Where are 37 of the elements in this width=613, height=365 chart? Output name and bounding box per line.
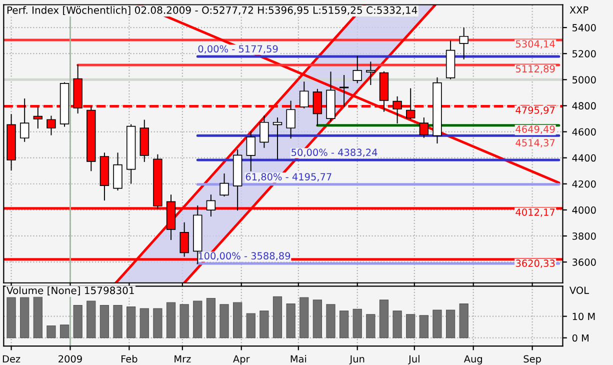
y-axis-title: VOL	[570, 286, 589, 294]
y-tick-label: 0 M	[572, 334, 588, 342]
annotation: 5112,89	[516, 65, 555, 74]
x-tick-label: 2009	[58, 355, 82, 363]
y-tick-label: 4000	[572, 206, 596, 214]
y-tick-label: 10 M	[572, 312, 595, 320]
x-tick-label: Feb	[122, 355, 138, 363]
annotation: 61,80% - 4195,77	[246, 173, 332, 182]
chart-title: Perf. Index [Wöchentlich] 02.08.2009 - O:5277,72 H:5396,95 L:5159,25 C:5332,14	[7, 6, 418, 16]
y-tick-label: 4400	[572, 154, 596, 162]
annotation: 4649,49	[516, 125, 555, 134]
x-tick-label: Mrz	[174, 355, 191, 362]
x-tick-label: Dez	[2, 355, 20, 363]
x-tick-label: Sep	[524, 355, 541, 364]
y-tick-label: 5200	[572, 50, 596, 58]
y-tick-label: 3800	[572, 232, 596, 240]
y-tick-label: 3600	[572, 258, 596, 266]
ref-line-label: 5304,14	[516, 40, 555, 49]
y-tick-label: 5400	[572, 24, 596, 32]
y-axis-title: XXP	[570, 6, 588, 14]
x-tick-label: Apr	[233, 355, 250, 364]
chart-title: Volume [None] 15798301	[6, 286, 134, 296]
annotation: 100,00% - 3588,89	[198, 252, 290, 261]
x-tick-label: Jul	[408, 355, 420, 364]
x-tick-label: Jun	[349, 355, 364, 364]
y-tick-label: 4600	[572, 128, 596, 136]
annotation: 50,00% - 4383,24	[292, 148, 378, 158]
y-tick-label: 4800	[572, 102, 596, 110]
x-tick-label: Mai	[290, 355, 306, 363]
x-tick-label: Aug	[464, 355, 482, 364]
y-tick-label: 5000	[572, 76, 596, 84]
ref-line-label: 4795,97	[516, 106, 555, 115]
ref-line-label: 4012,17	[516, 208, 555, 217]
annotation: 0,00% - 5177,59	[198, 45, 278, 54]
ref-line-label: 3620,33	[516, 260, 555, 268]
annotation: 4514,37	[516, 139, 555, 148]
y-tick-label: 4200	[572, 180, 596, 188]
